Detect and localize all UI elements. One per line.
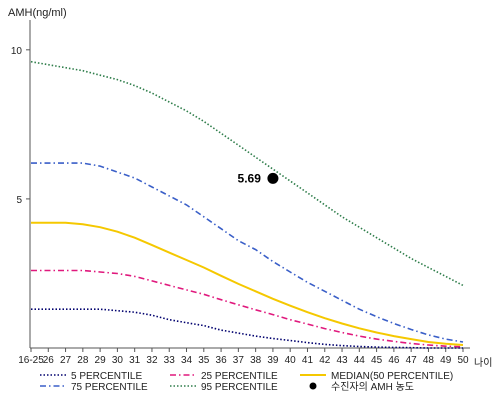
legend-label: 95 PERCENTILE: [201, 382, 278, 393]
x-tick-label: 27: [60, 355, 72, 366]
x-tick-label: 29: [95, 355, 107, 366]
series-lines: [30, 60, 464, 349]
series-line: [31, 269, 464, 348]
x-tick-label: 41: [302, 355, 314, 366]
x-tick-label: 37: [233, 355, 245, 366]
x-tick-label: 40: [285, 355, 297, 366]
x-tick-label: 43: [336, 355, 348, 366]
legend-label: MEDIAN(50 PERCENTILE): [331, 371, 453, 382]
legend-marker-label: 수진자의 AMH 농도: [331, 381, 414, 393]
legend-marker-swatch: [309, 382, 317, 390]
x-tick-label: 45: [371, 355, 383, 366]
y-tick-label: 5: [16, 195, 22, 206]
legend-label: 25 PERCENTILE: [201, 371, 278, 382]
x-tick-label: 32: [146, 355, 158, 366]
x-tick-label: 33: [164, 355, 176, 366]
series-line: [31, 308, 463, 349]
x-tick-label: 44: [354, 355, 366, 366]
marker-value-label: 5.69: [238, 171, 262, 185]
x-tick-label: 16-25: [18, 355, 44, 366]
x-tick-label: 42: [319, 355, 331, 366]
legend-label: 75 PERCENTILE: [71, 382, 148, 393]
x-tick-label: 28: [77, 355, 89, 366]
legend-label: 5 PERCENTILE: [71, 371, 142, 382]
marker-point: [267, 172, 279, 184]
y-axis-label: AMH(ng/ml): [8, 7, 67, 19]
x-tick-label: 34: [181, 355, 193, 366]
x-tick-label: 47: [406, 355, 418, 366]
x-tick-label: 35: [198, 355, 210, 366]
x-tick-label: 30: [112, 355, 124, 366]
patient-marker: 5.69: [238, 171, 279, 185]
x-tick-label: 26: [43, 355, 55, 366]
series-line: [31, 162, 464, 343]
x-tick-label: 39: [267, 355, 279, 366]
x-tick-label: 36: [216, 355, 228, 366]
y-ticks: 5 10: [11, 46, 30, 206]
x-axis-label: 나이: [474, 357, 492, 369]
series-line: [30, 60, 464, 287]
legend: 5 PERCENTILE 25 PERCENTILE MEDIAN(50 PERCE…: [40, 371, 453, 393]
x-tick-label: 49: [440, 355, 452, 366]
x-tick-label: 46: [388, 355, 400, 366]
x-tick-label: 50: [457, 355, 469, 366]
x-tick-label: 48: [423, 355, 435, 366]
series-line: [31, 221, 464, 346]
x-tick-label: 38: [250, 355, 262, 366]
y-tick-label: 10: [11, 46, 23, 57]
x-tick-label: 31: [129, 355, 141, 366]
